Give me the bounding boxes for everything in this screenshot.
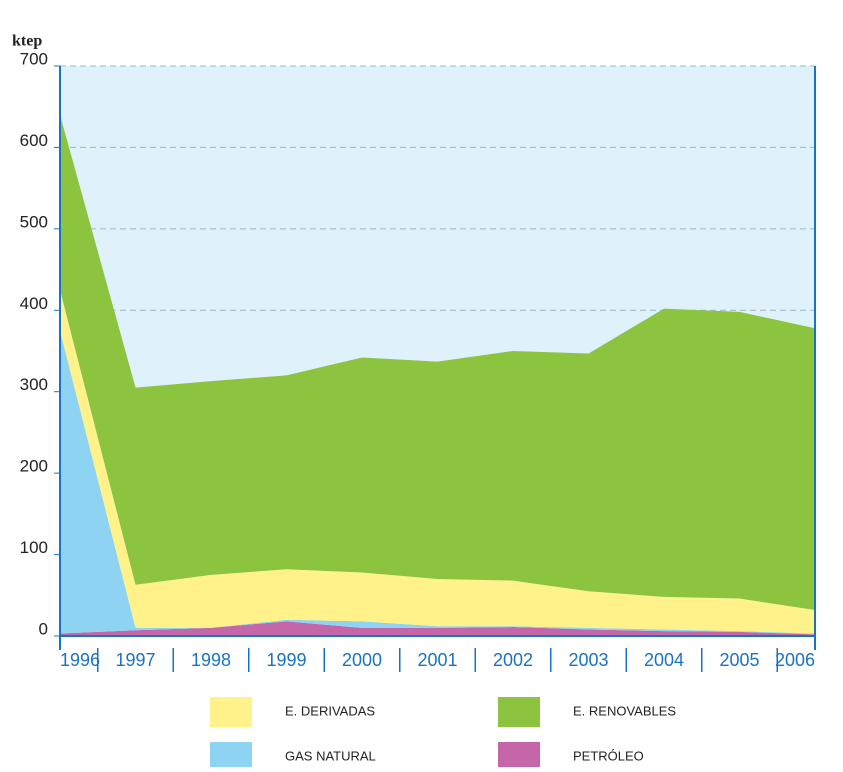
legend-label: PETRÓLEO	[573, 748, 644, 763]
y-tick-label: 100	[20, 538, 48, 557]
legend-label: E. DERIVADAS	[285, 703, 375, 718]
x-tick-label: 1997	[115, 650, 155, 670]
legend-swatch	[210, 742, 252, 772]
area	[60, 621, 815, 636]
y-tick-label: 300	[20, 375, 48, 394]
x-tick-label: 1996	[60, 650, 100, 670]
x-tick-label: 2001	[417, 650, 457, 670]
x-tick-label: 2004	[644, 650, 684, 670]
x-tick-label: 1999	[266, 650, 306, 670]
y-axis-label: ktep	[12, 33, 42, 50]
x-tick-label: 2000	[342, 650, 382, 670]
legend-label: GAS NATURAL	[285, 748, 376, 763]
area	[60, 289, 815, 634]
y-tick-label: 0	[39, 619, 48, 638]
x-tick-label: 2003	[568, 650, 608, 670]
y-tick-label: 200	[20, 457, 48, 476]
legend-label: E. RENOVABLES	[573, 703, 676, 718]
legend-swatch	[498, 697, 540, 727]
x-tick-label: 1998	[191, 650, 231, 670]
x-tick-label: 2006	[775, 650, 815, 670]
y-tick-label: 400	[20, 294, 48, 313]
area	[60, 114, 815, 610]
legend-swatch	[498, 742, 540, 772]
y-tick-label: 500	[20, 212, 48, 231]
x-tick-label: 2002	[493, 650, 533, 670]
x-tick-label: 2005	[719, 650, 759, 670]
y-tick-label: 700	[20, 49, 48, 68]
legend-swatch	[210, 697, 252, 727]
y-tick-label: 600	[20, 131, 48, 150]
